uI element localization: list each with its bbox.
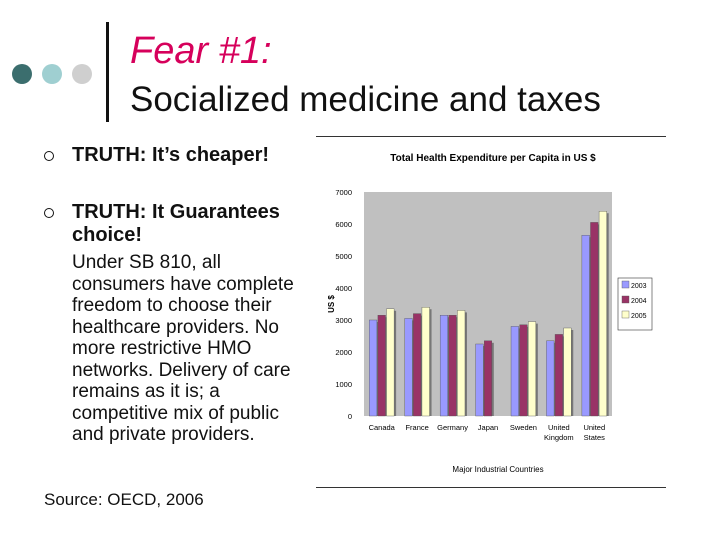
bar-2003-united-kingdom	[546, 340, 555, 417]
slide-title-line-1: Fear #1:	[130, 30, 272, 72]
bullet-2: TRUTH: It Guarantees choice!	[72, 201, 308, 247]
chart-bottom-rule	[316, 487, 666, 488]
bar-2003-japan	[475, 343, 484, 417]
bullet-circle-icon	[44, 151, 54, 161]
bar-2004-germany	[448, 314, 457, 417]
x-tick-label: Sweden	[510, 423, 537, 432]
chart-top-rule	[316, 136, 666, 137]
chart-y-label: US $	[327, 295, 336, 313]
x-tick-label: States	[584, 433, 606, 442]
x-tick-label: United	[583, 423, 605, 432]
y-tick-label: 2000	[335, 348, 352, 357]
x-tick-label: United	[548, 423, 570, 432]
slide-title-line-2: Socialized medicine and taxes	[130, 80, 601, 119]
y-tick-label: 0	[348, 412, 352, 421]
bar-2005-germany	[457, 310, 466, 417]
chart-y-axis: 0 1000 2000 3000 4000 5000 6000 7000	[335, 188, 352, 421]
bar-2003-united-states	[581, 234, 590, 417]
y-tick-label: 5000	[335, 252, 352, 261]
bullet-1-text: It’s cheaper!	[152, 144, 270, 166]
decorative-dots	[12, 64, 102, 86]
bar-2005-united-kingdom	[563, 327, 572, 417]
x-tick-label: Canada	[369, 423, 396, 432]
y-tick-label: 7000	[335, 188, 352, 197]
legend-label: 2003	[631, 283, 647, 290]
legend-swatch	[621, 295, 630, 304]
source-citation: Source: OECD, 2006	[44, 490, 204, 509]
bar-2003-sweden	[510, 326, 519, 417]
body-paragraph: Under SB 810, all consumers have complet…	[72, 252, 294, 445]
legend-swatch	[621, 310, 630, 319]
health-expenditure-chart: Total Health Expenditure per Capita in U…	[327, 153, 653, 474]
bar-2004-sweden	[519, 324, 528, 417]
decorative-dot-3	[72, 64, 92, 84]
bullet-2-text: It Guarantees choice!	[72, 201, 280, 246]
bar-2005-sweden	[528, 321, 537, 417]
bullet-circle-icon	[44, 208, 54, 218]
legend-label: 2005	[631, 313, 647, 320]
decorative-dot-2	[42, 64, 62, 84]
bar-2004-united-kingdom	[554, 334, 563, 417]
x-tick-label: Japan	[478, 423, 498, 432]
bar-2005-united-states	[598, 210, 607, 417]
bar-2005-france	[421, 306, 430, 417]
chart-title: Total Health Expenditure per Capita in U…	[390, 153, 596, 164]
chart-legend: 2003 2004 2005	[617, 277, 653, 331]
chart-x-label: Major Industrial Countries	[452, 465, 543, 474]
chart-bars	[369, 210, 609, 417]
bar-2003-canada	[369, 319, 378, 417]
y-tick-label: 6000	[335, 220, 352, 229]
x-tick-label: France	[405, 423, 428, 432]
y-tick-label: 4000	[335, 284, 352, 293]
bar-2004-japan	[483, 340, 492, 417]
bullet-2-prefix: TRUTH:	[72, 201, 147, 223]
bar-2004-france	[413, 313, 422, 417]
chart-x-axis: Canada France Germany Japan Sweden UnitedKing…	[369, 423, 606, 442]
x-tick-label: Germany	[437, 423, 468, 432]
legend-swatch	[621, 280, 630, 289]
y-tick-label: 3000	[335, 316, 352, 325]
legend-label: 2004	[631, 298, 647, 305]
decorative-dot-1	[12, 64, 32, 84]
bar-2005-canada	[386, 308, 395, 417]
bar-2004-united-states	[590, 222, 599, 417]
y-tick-label: 1000	[335, 380, 352, 389]
bar-2003-france	[404, 318, 413, 417]
bar-2004-canada	[377, 314, 386, 417]
bullet-1-prefix: TRUTH:	[72, 144, 147, 166]
bullet-1: TRUTH: It’s cheaper!	[72, 144, 312, 167]
title-divider	[106, 22, 109, 122]
bar-2003-germany	[439, 314, 448, 417]
x-tick-label: Kingdom	[544, 433, 574, 442]
